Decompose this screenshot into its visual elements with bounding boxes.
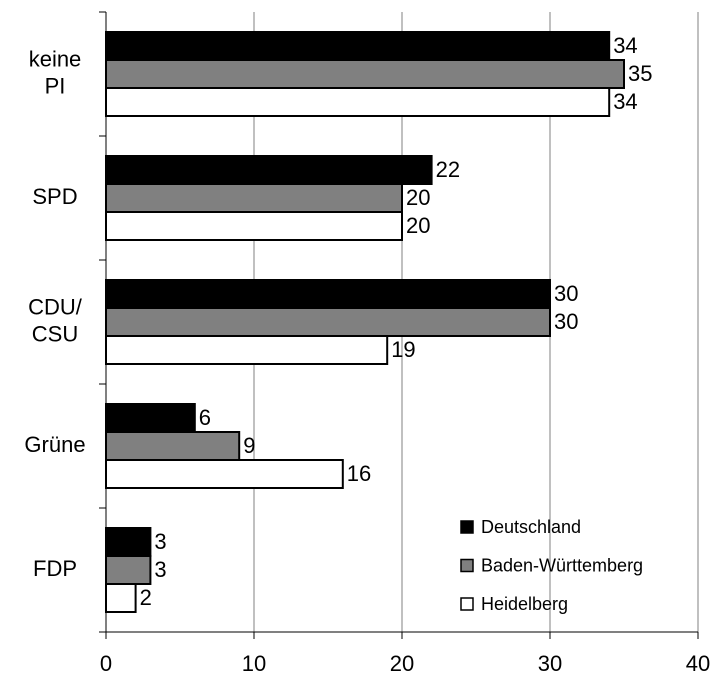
bar [105,431,241,461]
legend-label: Heidelberg [481,594,568,614]
value-label: 9 [243,433,255,458]
bar [105,555,152,585]
bar [105,335,389,365]
value-label: 34 [613,89,637,114]
bar [105,155,433,185]
legend-label: Baden-Württemberg [481,555,643,575]
value-label: 2 [140,585,152,610]
bar [105,307,551,337]
x-tick-label: 30 [538,651,562,676]
value-label: 20 [406,185,430,210]
value-label: 19 [391,337,415,362]
value-label: 30 [554,281,578,306]
bar [105,31,611,61]
y-tick-label: keine PI [29,46,82,98]
y-tick-label: Grüne [24,432,85,457]
y-tick-label: FDP [33,556,77,581]
x-tick-label: 0 [100,651,112,676]
y-tick-label: SPD [32,184,77,209]
bar [105,183,403,213]
x-tick-label: 20 [390,651,414,676]
legend-swatch [460,520,474,534]
legend-swatch [460,597,474,611]
bar [105,527,152,557]
value-label: 35 [628,61,652,86]
bar [105,403,196,433]
value-label: 16 [347,461,371,486]
value-label: 34 [613,33,637,58]
bar [105,279,551,309]
value-label: 20 [406,213,430,238]
x-tick-label: 40 [686,651,710,676]
bar [105,583,137,613]
bar [105,59,625,89]
x-tick-label: 10 [242,651,266,676]
value-label: 22 [436,157,460,182]
value-label: 30 [554,309,578,334]
bar [105,459,344,489]
value-label: 3 [154,529,166,554]
legend-label: Deutschland [481,517,581,537]
y-tick-label: CDU/CSU [28,294,83,346]
value-label: 3 [154,557,166,582]
bar [105,87,611,117]
bar [105,211,403,241]
value-label: 6 [199,405,211,430]
legend-swatch [460,558,474,573]
